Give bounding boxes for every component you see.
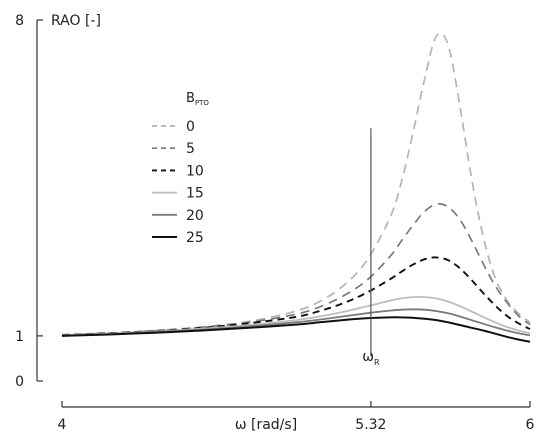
y-axis-title: RAO [-] (51, 13, 101, 29)
x-axis-title: ω [rad/s] (235, 417, 297, 433)
x-ticks: 4 5.32 6 (58, 401, 535, 433)
legend-label-0: 0 (186, 119, 195, 135)
legend-label-15: 15 (186, 186, 204, 202)
series-line-20 (61, 308, 531, 337)
x-tick-label-1: 5.32 (355, 417, 386, 433)
x-tick-label-0: 4 (58, 417, 67, 433)
resonance-label-main: ω (362, 349, 374, 365)
series-layer (61, 32, 531, 343)
legend-items: 0 5 10 15 20 25 (152, 119, 204, 246)
resonance-marker: ωR (362, 128, 380, 367)
y-tick-label-0: 0 (15, 374, 24, 390)
series-line-5 (61, 203, 531, 336)
legend-title-sub: PTO (195, 99, 209, 107)
legend-title-main: B (186, 91, 195, 106)
y-ticks: 0 1 8 (15, 13, 43, 390)
axes: 0 1 8 4 5.32 6 RAO [-] ω [rad/s] (15, 13, 534, 433)
resonance-label: ωR (362, 349, 380, 367)
legend-label-25: 25 (186, 230, 204, 246)
legend-label-20: 20 (186, 208, 204, 224)
legend: BPTO 0 5 10 15 20 25 (152, 91, 209, 246)
series-line-15 (61, 295, 531, 337)
x-tick-label-2: 6 (526, 417, 535, 433)
series-line-0 (61, 32, 531, 336)
legend-label-5: 5 (186, 141, 195, 157)
series-line-25 (61, 316, 531, 343)
series-line-10 (61, 256, 531, 336)
y-tick-label-2: 8 (15, 13, 24, 29)
legend-title: BPTO (186, 91, 209, 107)
legend-label-10: 10 (186, 163, 204, 179)
resonance-label-sub: R (374, 358, 380, 367)
y-tick-label-1: 1 (15, 329, 24, 345)
